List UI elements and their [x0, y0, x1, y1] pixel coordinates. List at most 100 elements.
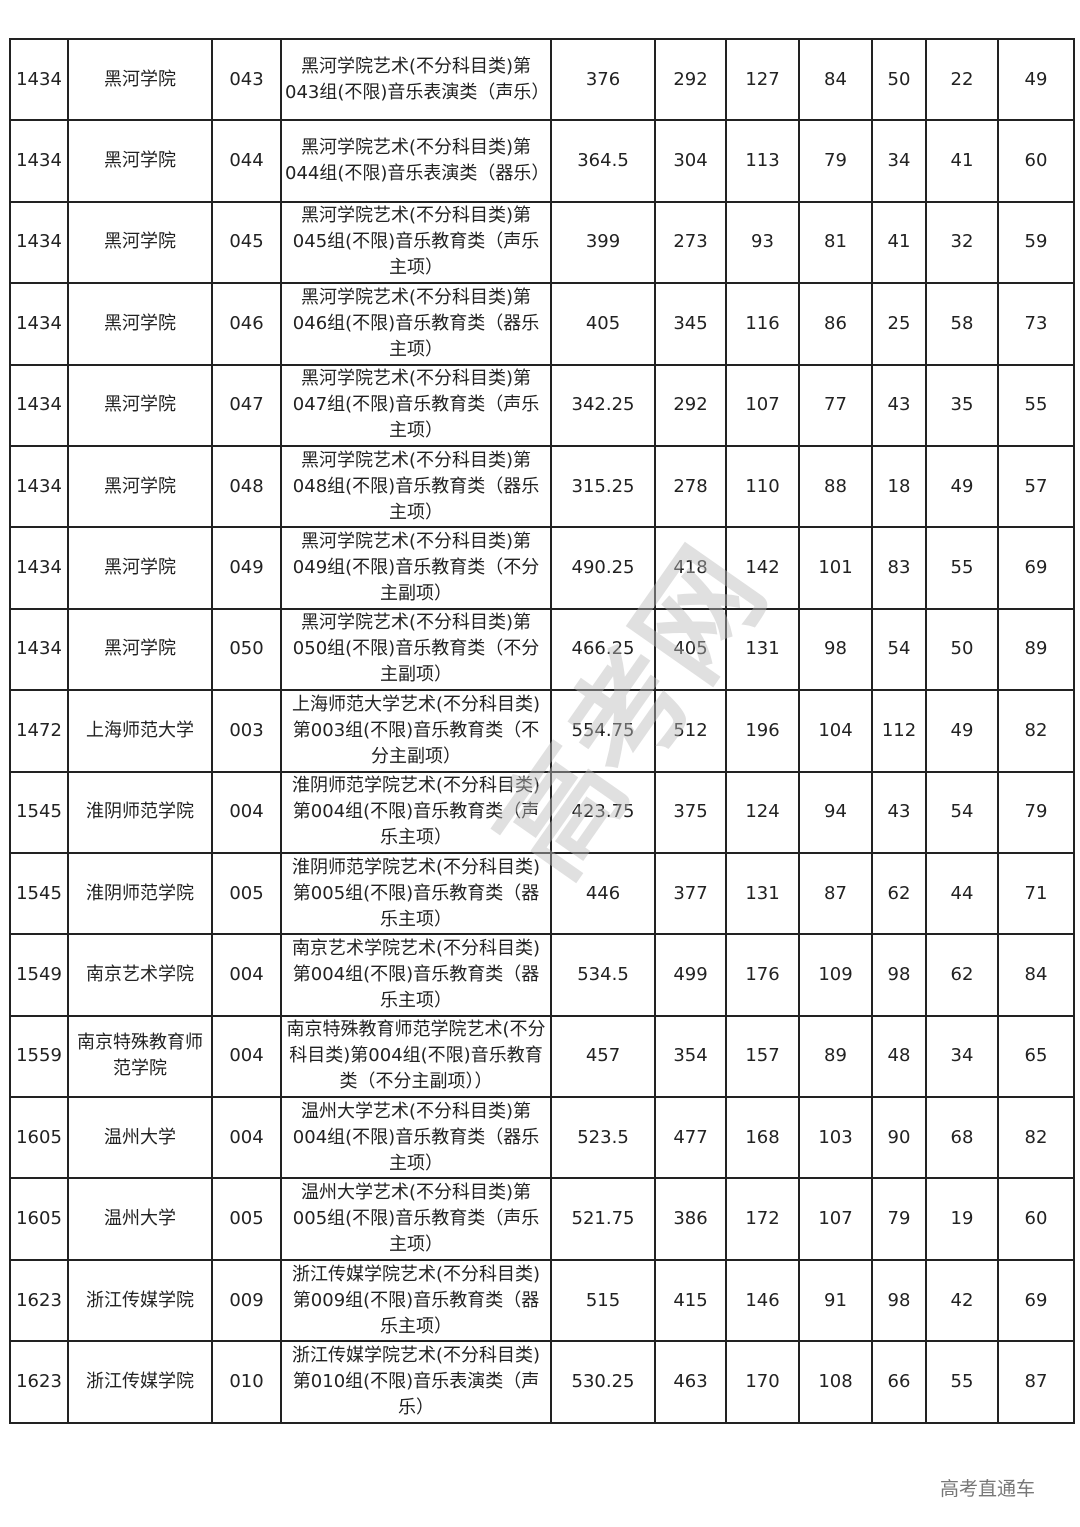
score-total-cell: 342.25: [550, 363, 656, 447]
school-name-cell: 黑河学院: [67, 363, 213, 447]
score-math-cell: 107: [798, 1177, 873, 1261]
group-code-cell: 049: [211, 526, 282, 610]
score-culture-cell: 345: [654, 282, 727, 366]
score-math-cell: 104: [798, 689, 873, 773]
school-code-cell: 1545: [9, 851, 69, 936]
school-name-cell: 温州大学: [67, 1177, 213, 1261]
group-name-cell: 黑河学院艺术(不分科目类)第050组(不限)音乐教育类（不分主副项）: [280, 607, 552, 692]
score-total-cell: 405: [550, 282, 656, 366]
score-math-cell: 81: [798, 200, 873, 285]
score-total-cell: 515: [550, 1258, 656, 1343]
table-row: 1549 南京艺术学院 004 南京艺术学院艺术(不分科目类)第004组(不限)音乐教…: [9, 933, 1075, 1017]
score-extra1-cell: 55: [925, 526, 999, 610]
school-code-cell: 1434: [9, 607, 69, 692]
score-english-cell: 98: [871, 1258, 927, 1343]
school-code-cell: 1472: [9, 689, 69, 773]
group-name-cell: 黑河学院艺术(不分科目类)第043组(不限)音乐表演类（声乐）: [280, 37, 552, 122]
score-extra1-cell: 41: [925, 119, 999, 203]
group-code-cell: 050: [211, 607, 282, 692]
group-code-cell: 005: [211, 851, 282, 936]
score-extra2-cell: 60: [997, 119, 1075, 203]
score-extra2-cell: 69: [997, 1258, 1075, 1343]
score-culture-cell: 418: [654, 526, 727, 610]
score-extra1-cell: 32: [925, 200, 999, 285]
score-chinese-cell: 113: [725, 119, 800, 203]
score-total-cell: 423.75: [550, 770, 656, 854]
score-chinese-cell: 172: [725, 1177, 800, 1261]
school-name-cell: 黑河学院: [67, 444, 213, 529]
score-chinese-cell: 127: [725, 37, 800, 122]
group-name-cell: 黑河学院艺术(不分科目类)第044组(不限)音乐表演类（器乐）: [280, 119, 552, 203]
score-extra1-cell: 50: [925, 607, 999, 692]
school-code-cell: 1559: [9, 1014, 69, 1099]
table-row: 1472 上海师范大学 003 上海师范大学艺术(不分科目类)第003组(不限)音乐教…: [9, 689, 1075, 773]
score-total-cell: 446: [550, 851, 656, 936]
school-code-cell: 1434: [9, 119, 69, 203]
group-name-cell: 南京艺术学院艺术(不分科目类)第004组(不限)音乐教育类（器乐主项）: [280, 933, 552, 1017]
score-math-cell: 89: [798, 1014, 873, 1099]
score-culture-cell: 278: [654, 444, 727, 529]
group-name-cell: 黑河学院艺术(不分科目类)第046组(不限)音乐教育类（器乐主项）: [280, 282, 552, 366]
score-culture-cell: 375: [654, 770, 727, 854]
group-code-cell: 048: [211, 444, 282, 529]
group-name-cell: 温州大学艺术(不分科目类)第004组(不限)音乐教育类（器乐主项）: [280, 1096, 552, 1180]
score-english-cell: 66: [871, 1340, 927, 1424]
score-english-cell: 43: [871, 770, 927, 854]
school-name-cell: 黑河学院: [67, 607, 213, 692]
score-chinese-cell: 93: [725, 200, 800, 285]
score-extra1-cell: 44: [925, 851, 999, 936]
score-math-cell: 91: [798, 1258, 873, 1343]
score-extra2-cell: 84: [997, 933, 1075, 1017]
score-extra2-cell: 60: [997, 1177, 1075, 1261]
group-code-cell: 004: [211, 770, 282, 854]
group-code-cell: 004: [211, 933, 282, 1017]
school-name-cell: 温州大学: [67, 1096, 213, 1180]
group-name-cell: 淮阴师范学院艺术(不分科目类)第004组(不限)音乐教育类（声乐主项）: [280, 770, 552, 854]
table-row: 1545 淮阴师范学院 005 淮阴师范学院艺术(不分科目类)第005组(不限)音乐教…: [9, 851, 1075, 936]
score-english-cell: 48: [871, 1014, 927, 1099]
score-math-cell: 77: [798, 363, 873, 447]
score-math-cell: 87: [798, 851, 873, 936]
school-name-cell: 黑河学院: [67, 526, 213, 610]
score-english-cell: 112: [871, 689, 927, 773]
score-extra1-cell: 58: [925, 282, 999, 366]
score-extra1-cell: 62: [925, 933, 999, 1017]
school-name-cell: 浙江传媒学院: [67, 1258, 213, 1343]
table-row: 1605 温州大学 004 温州大学艺术(不分科目类)第004组(不限)音乐教育类（器…: [9, 1096, 1075, 1180]
score-culture-cell: 477: [654, 1096, 727, 1180]
score-extra2-cell: 55: [997, 363, 1075, 447]
logo-text: 高考直通车: [940, 1478, 1036, 1500]
score-english-cell: 54: [871, 607, 927, 692]
score-english-cell: 34: [871, 119, 927, 203]
score-extra2-cell: 69: [997, 526, 1075, 610]
score-culture-cell: 273: [654, 200, 727, 285]
score-chinese-cell: 124: [725, 770, 800, 854]
score-total-cell: 530.25: [550, 1340, 656, 1424]
score-culture-cell: 386: [654, 1177, 727, 1261]
score-culture-cell: 292: [654, 37, 727, 122]
school-name-cell: 南京艺术学院: [67, 933, 213, 1017]
group-name-cell: 温州大学艺术(不分科目类)第005组(不限)音乐教育类（声乐主项）: [280, 1177, 552, 1261]
table-row: 1434 黑河学院 043 黑河学院艺术(不分科目类)第043组(不限)音乐表演类（声…: [9, 37, 1075, 122]
score-culture-cell: 304: [654, 119, 727, 203]
score-extra1-cell: 49: [925, 689, 999, 773]
table-row: 1623 浙江传媒学院 009 浙江传媒学院艺术(不分科目类)第009组(不限)音乐教…: [9, 1258, 1075, 1343]
group-name-cell: 黑河学院艺术(不分科目类)第045组(不限)音乐教育类（声乐主项）: [280, 200, 552, 285]
score-chinese-cell: 116: [725, 282, 800, 366]
score-extra1-cell: 42: [925, 1258, 999, 1343]
group-name-cell: 浙江传媒学院艺术(不分科目类)第010组(不限)音乐表演类（声乐）: [280, 1340, 552, 1424]
group-code-cell: 005: [211, 1177, 282, 1261]
score-extra1-cell: 35: [925, 363, 999, 447]
table-row: 1623 浙江传媒学院 010 浙江传媒学院艺术(不分科目类)第010组(不限)音乐表…: [9, 1340, 1075, 1424]
score-extra2-cell: 82: [997, 689, 1075, 773]
school-code-cell: 1549: [9, 933, 69, 1017]
score-total-cell: 534.5: [550, 933, 656, 1017]
score-table: 1434 黑河学院 043 黑河学院艺术(不分科目类)第043组(不限)音乐表演类（声…: [9, 37, 1075, 1424]
score-extra1-cell: 34: [925, 1014, 999, 1099]
score-extra2-cell: 89: [997, 607, 1075, 692]
school-code-cell: 1605: [9, 1096, 69, 1180]
score-total-cell: 466.25: [550, 607, 656, 692]
group-code-cell: 004: [211, 1014, 282, 1099]
score-total-cell: 521.75: [550, 1177, 656, 1261]
score-extra2-cell: 71: [997, 851, 1075, 936]
